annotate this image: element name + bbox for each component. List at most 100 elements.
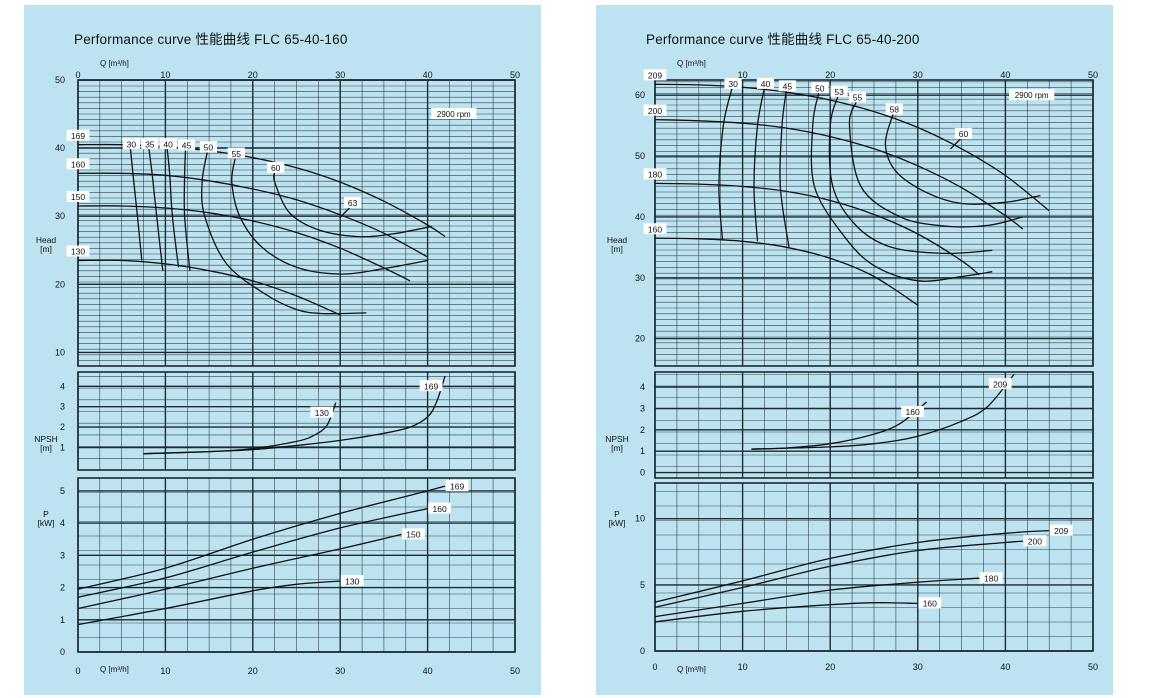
efficiency-label-50-bg — [811, 82, 829, 94]
power-tick: 0 — [640, 646, 645, 656]
q-tick-bottom: 30 — [913, 662, 923, 672]
head-tick: 40 — [55, 143, 65, 153]
efficiency-label-53-bg — [830, 85, 848, 97]
q-tick-top: 20 — [825, 70, 835, 80]
head-tick: 50 — [55, 75, 65, 85]
power-tick: 5 — [640, 580, 645, 590]
q-tick-bottom: 0 — [75, 666, 80, 676]
head-tick: 40 — [635, 212, 645, 222]
chart-title: Performance curve 性能曲线 FLC 65-40-200 — [646, 32, 920, 47]
efficiency-label-58: 58 — [890, 105, 900, 115]
npsh-tick: 4 — [60, 381, 65, 391]
head-axis-label: Head — [607, 235, 628, 245]
efficiency-label-60: 60 — [959, 129, 969, 139]
npsh-tick: 2 — [60, 422, 65, 432]
npsh-curve-169 — [143, 375, 446, 455]
q-axis-label-top: Q [m³/h] — [100, 59, 129, 68]
efficiency-curve-55 — [848, 101, 1024, 228]
power-label-160-bg — [918, 597, 942, 609]
section-frame — [654, 371, 1094, 479]
efficiency-marker-63 — [339, 207, 351, 219]
power-axis-label: [kW] — [609, 518, 626, 528]
section-frame — [77, 371, 516, 471]
power-axis-label: P — [43, 509, 49, 519]
q-tick-bottom: 50 — [510, 666, 520, 676]
efficiency-label-40: 40 — [761, 79, 771, 89]
efficiency-label-60: 60 — [271, 163, 281, 173]
head-impeller-label-160-bg — [66, 158, 90, 170]
npsh-label-169-bg — [419, 380, 443, 392]
efficiency-label-60-bg — [267, 161, 285, 173]
npsh-tick: 4 — [640, 382, 645, 392]
head-impeller-curve-200 — [654, 118, 1024, 230]
head-axis-label: Head — [36, 235, 57, 245]
q-tick-top: 0 — [75, 70, 80, 80]
npsh-tick: 1 — [60, 443, 65, 453]
efficiency-label-55-bg — [227, 147, 245, 159]
npsh-label-160-bg — [901, 406, 924, 417]
head-impeller-label-209-bg — [643, 69, 667, 81]
head-tick: 30 — [635, 273, 645, 283]
performance-chart-flc-65-40-160: Performance curve 性能曲线 FLC 65-40-160 0 0 1… — [24, 5, 541, 695]
npsh-tick: 0 — [640, 468, 645, 478]
q-tick-bottom: 0 — [652, 662, 657, 672]
section-frame — [654, 482, 1094, 652]
efficiency-curve-53 — [828, 95, 993, 255]
head-impeller-label-180: 180 — [648, 170, 662, 180]
npsh-label-169: 169 — [424, 381, 438, 391]
power-tick: 1 — [60, 615, 65, 625]
chart-title: Performance curve 性能曲线 FLC 65-40-160 — [74, 32, 348, 47]
efficiency-label-50: 50 — [204, 143, 214, 153]
head-tick: 60 — [635, 90, 645, 100]
npsh-axis-label: [m] — [611, 443, 623, 453]
power-label-169: 169 — [450, 481, 464, 491]
q-tick-bottom: 10 — [160, 666, 170, 676]
efficiency-label-55-bg — [848, 91, 867, 103]
npsh-tick: 3 — [640, 403, 645, 413]
efficiency-label-63: 63 — [348, 198, 358, 208]
power-label-160-bg — [428, 502, 451, 514]
npsh-tick: 3 — [60, 402, 65, 412]
q-axis-label-bottom: Q [m³/h] — [677, 665, 706, 674]
head-impeller-curve-209 — [654, 83, 1050, 212]
head-impeller-curve-180 — [654, 182, 980, 276]
power-label-180-bg — [979, 572, 1003, 584]
power-tick: 3 — [60, 550, 65, 560]
head-tick: 20 — [55, 279, 65, 289]
q-tick-bottom: 20 — [825, 662, 835, 672]
head-impeller-curve-160 — [77, 172, 428, 258]
head-impeller-curve-160 — [654, 237, 919, 306]
power-tick: 2 — [60, 583, 65, 593]
power-curve-150 — [77, 533, 402, 610]
efficiency-label-63-bg — [344, 196, 362, 208]
head-impeller-curve-150 — [77, 205, 411, 282]
q-tick-top: 50 — [510, 70, 520, 80]
efficiency-curve-30 — [129, 148, 143, 261]
head-tick: 30 — [55, 211, 65, 221]
section-frame — [654, 79, 1094, 367]
head-impeller-label-200-bg — [643, 104, 667, 116]
head-impeller-label-200: 200 — [648, 106, 662, 116]
head-tick: 50 — [635, 151, 645, 161]
head-impeller-label-169: 169 — [71, 131, 85, 141]
power-label-160: 160 — [433, 504, 447, 514]
efficiency-label-53: 53 — [834, 87, 844, 97]
npsh-label-209: 209 — [993, 379, 1007, 389]
head-impeller-label-169-bg — [66, 129, 90, 141]
efficiency-marker-60 — [950, 138, 961, 150]
q-tick-top: 50 — [1088, 70, 1098, 80]
power-axis-label: [kW] — [38, 518, 55, 528]
q-tick-bottom: 30 — [335, 666, 345, 676]
npsh-curve-209 — [751, 373, 1015, 450]
power-label-180: 180 — [984, 573, 998, 583]
speed-label: 2900 rpm — [1015, 91, 1049, 100]
power-curve-209 — [654, 529, 1050, 603]
efficiency-label-55: 55 — [232, 149, 242, 159]
head-impeller-label-160-bg — [643, 223, 667, 235]
efficiency-curve-50 — [201, 151, 367, 315]
q-tick-bottom: 40 — [423, 666, 433, 676]
power-curve-160 — [654, 602, 918, 623]
q-tick-top: 40 — [1000, 70, 1010, 80]
power-curve-160 — [77, 507, 428, 598]
q-axis-label-top: Q [m³/h] — [677, 59, 706, 68]
